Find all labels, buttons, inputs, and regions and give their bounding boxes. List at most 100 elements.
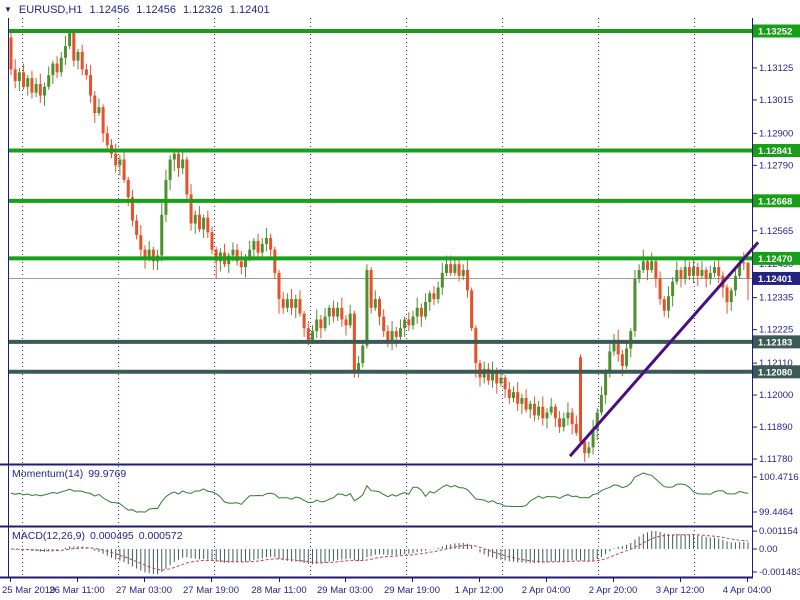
candle-down — [273, 249, 277, 273]
candle-up — [566, 412, 570, 419]
candle-up — [294, 299, 298, 308]
candle-down — [206, 217, 210, 233]
candle-up — [260, 243, 264, 253]
candle-down — [22, 72, 26, 87]
time-tick-label: 2 Apr 04:00 — [522, 585, 571, 596]
candle-down — [177, 153, 180, 169]
candle-down — [486, 368, 490, 381]
price-badge-support — [753, 365, 800, 379]
candle-up — [641, 261, 645, 271]
price-tick-label: 1.12110 — [759, 358, 793, 369]
time-tick-label: 26 Mar 11:00 — [49, 585, 104, 596]
candle-down — [210, 232, 214, 250]
candle-up — [43, 86, 46, 96]
candle-up — [671, 281, 675, 297]
time-tick-label: 1 Apr 12:00 — [455, 585, 504, 596]
price-tick-label: 1.13125 — [759, 63, 793, 74]
candle-up — [118, 159, 122, 166]
candle-up — [445, 264, 448, 273]
candle-down — [281, 299, 285, 308]
candle-down — [93, 95, 97, 114]
price-pane[interactable] — [9, 31, 752, 462]
price-badge-current — [753, 271, 800, 285]
candle-down — [143, 249, 147, 259]
candle-up — [26, 78, 30, 87]
time-tick-label: 27 Mar 19:00 — [183, 585, 239, 596]
candle-up — [440, 272, 444, 288]
candle-down — [151, 249, 155, 262]
candle-down — [80, 51, 84, 70]
support-resistance-lines[interactable] — [9, 29, 752, 374]
candle-up — [244, 258, 247, 268]
momentum-pane[interactable] — [10, 472, 749, 513]
candle-down — [331, 307, 335, 317]
candle-down — [394, 331, 398, 337]
candle-up — [692, 267, 696, 276]
candle-down — [122, 159, 126, 180]
candle-down — [189, 194, 193, 224]
symbol-dropdown-icon[interactable]: ▼ — [4, 4, 12, 14]
candle-down — [378, 299, 381, 317]
candle-up — [403, 319, 407, 329]
candle-down — [579, 357, 582, 442]
candle-down — [419, 307, 423, 317]
candle-up — [549, 406, 553, 413]
ascending-trendline[interactable] — [568, 241, 760, 458]
candle-up — [97, 107, 101, 114]
candle-down — [277, 272, 281, 300]
candle-up — [742, 262, 746, 264]
candle-up — [675, 270, 679, 282]
macd-pane[interactable] — [10, 530, 749, 575]
candle-down — [72, 33, 76, 61]
candle-down — [30, 78, 34, 93]
candle-up — [633, 278, 637, 332]
candle-up — [357, 363, 361, 372]
ohlc-close: 1.12401 — [229, 3, 270, 16]
time-tick-label: 4 Apr 04:00 — [723, 585, 772, 596]
candle-down — [704, 270, 708, 279]
price-badge-label: 1.12183 — [758, 337, 792, 348]
candle-down — [185, 159, 189, 195]
candle-down — [126, 179, 130, 198]
momentum-panel-header: Momentum(14) 99.9769 — [12, 466, 126, 481]
candle-down — [503, 377, 507, 390]
price-badge-support — [753, 335, 800, 349]
time-tick-label: 28 Mar 11:00 — [251, 585, 306, 596]
candle-up — [160, 214, 164, 256]
chart-header: ▼ EURUSD,H1 1.12456 1.12456 1.12326 1.12… — [4, 2, 270, 17]
candle-down — [658, 278, 662, 300]
price-tick-label: 1.12565 — [759, 226, 793, 237]
candle-down — [541, 406, 545, 419]
candle-down — [432, 293, 436, 300]
candle-down — [620, 354, 624, 366]
candle-up — [604, 371, 608, 396]
candle-up — [202, 217, 206, 230]
candle-up — [361, 345, 365, 364]
candle-up — [147, 249, 151, 259]
candle-down — [654, 261, 658, 279]
candle-down — [38, 83, 42, 96]
candle-up — [637, 270, 641, 279]
candle-down — [344, 319, 348, 326]
price-axis[interactable]: 1.132401.131251.130151.129001.127901.126… — [752, 24, 800, 578]
pane-borders — [0, 18, 753, 579]
price-badge-label: 1.12080 — [758, 367, 792, 378]
momentum-value: 99.9769 — [88, 467, 127, 480]
time-tick-label: 3 Apr 12:00 — [656, 585, 705, 596]
price-tick-label: 1.12335 — [759, 293, 793, 304]
candle-down — [130, 197, 134, 221]
trendline[interactable] — [568, 241, 760, 458]
time-tick-label: 27 Mar 03:00 — [116, 585, 172, 596]
candle-down — [457, 264, 461, 276]
candle-down — [465, 270, 469, 291]
candle-down — [290, 299, 294, 308]
candle-up — [738, 262, 742, 276]
time-tick-label: 29 Mar 03:00 — [317, 585, 373, 596]
macd-tick-label: 0.001154 — [759, 526, 798, 537]
candle-down — [302, 313, 306, 329]
price-tick-label: 1.12225 — [759, 325, 793, 336]
price-badge-resistance — [753, 24, 800, 38]
candle-down — [495, 371, 499, 384]
